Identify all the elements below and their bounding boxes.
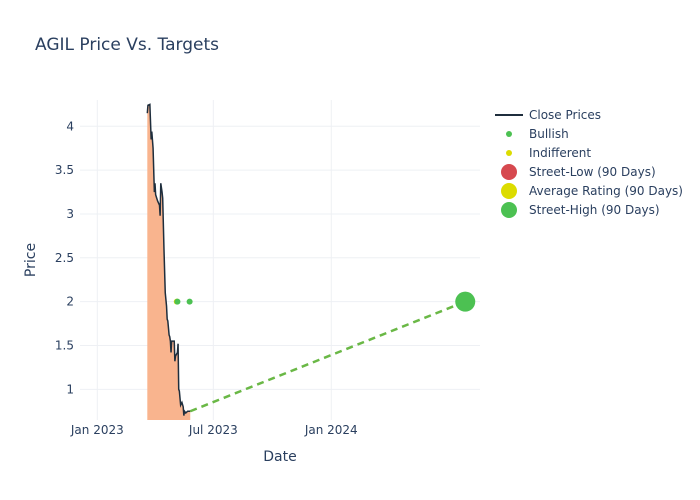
x-axis-ticks: Jan 2023 Jul 2023 Jan 2024 [70,423,358,437]
y-tick-label: 4 [66,119,74,133]
street-high-marker [455,291,476,312]
x-axis-title: Date [263,449,296,465]
chart-title: AGIL Price Vs. Targets [35,35,219,55]
legend-item-street-high[interactable]: Street-High (90 Days) [501,202,660,218]
target-trend-line [189,300,466,413]
bullish-marker [174,298,181,305]
legend-item-average-rating[interactable]: Average Rating (90 Days) [501,183,683,199]
legend-item-indifferent[interactable]: Indifferent [506,146,591,160]
legend-swatch [501,183,517,199]
x-tick-label: Jan 2023 [70,423,124,437]
plot-area [146,103,466,420]
legend-label: Close Prices [529,108,601,122]
legend-swatch [506,150,512,156]
legend-swatch [506,131,512,137]
legend-item-street-low[interactable]: Street-Low (90 Days) [501,164,656,180]
y-tick-label: 2 [66,295,74,309]
legend-label: Bullish [529,127,569,141]
legend-label: Average Rating (90 Days) [529,184,683,198]
legend-item-bullish[interactable]: Bullish [506,127,569,141]
legend-label: Indifferent [529,146,591,160]
x-tick-label: Jan 2024 [304,423,358,437]
y-tick-label: 3 [66,207,74,221]
y-axis-ticks: 1 1.5 2 2.5 3 3.5 4 [55,119,74,396]
x-tick-label: Jul 2023 [188,423,238,437]
close-price-area [147,104,191,420]
y-axis-title: Price [23,243,39,277]
y-tick-label: 1.5 [55,338,74,352]
legend-label: Street-Low (90 Days) [529,165,656,179]
bullish-marker [186,298,193,305]
y-tick-label: 1 [66,382,74,396]
legend-item-close-prices[interactable]: Close Prices [495,108,601,122]
close-price-line [146,103,191,416]
grid [80,100,480,420]
legend[interactable]: Close Prices Bullish Indifferent Street-Low… [495,108,683,218]
legend-label: Street-High (90 Days) [529,203,660,217]
y-tick-label: 2.5 [55,251,74,265]
legend-swatch [501,164,517,180]
legend-swatch [501,202,517,218]
y-tick-label: 3.5 [55,163,74,177]
